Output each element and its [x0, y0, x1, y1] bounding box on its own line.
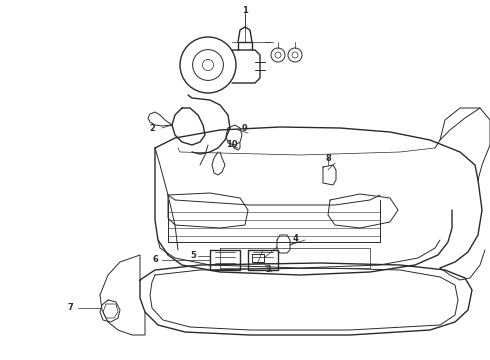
Text: 2: 2	[149, 123, 155, 132]
Text: 6: 6	[152, 256, 158, 265]
Text: 9: 9	[241, 123, 247, 132]
Text: 5: 5	[190, 251, 196, 260]
Text: 1: 1	[242, 5, 248, 14]
Text: 7: 7	[67, 303, 73, 312]
Text: 8: 8	[325, 153, 331, 162]
Text: 3: 3	[265, 266, 271, 274]
Text: 10: 10	[226, 140, 238, 149]
Text: 4: 4	[292, 234, 298, 243]
